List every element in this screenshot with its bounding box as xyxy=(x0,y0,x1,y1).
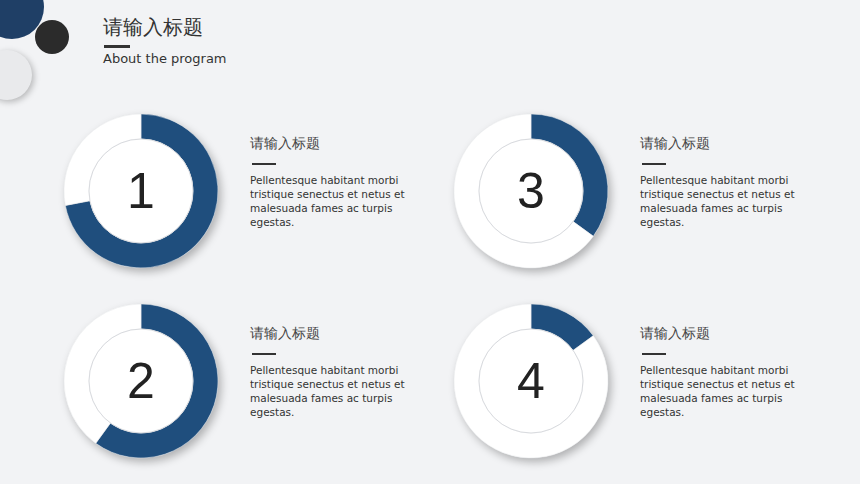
html-text:请输入标题: 请输入标题 xyxy=(640,325,710,341)
html-text:Pellentesque habitant morbi tr: Pellentesque habitant morbi tristique se… xyxy=(250,174,405,228)
html-text:About the program: About the program xyxy=(103,51,227,66)
html-text:请输入标题: 请输入标题 xyxy=(250,135,320,151)
html-text:Pellentesque habitant morbi tr: Pellentesque habitant morbi tristique se… xyxy=(640,174,795,228)
html-text:Pellentesque habitant morbi tr: Pellentesque habitant morbi tristique se… xyxy=(250,364,405,418)
svg-text:3: 3 xyxy=(517,163,545,219)
svg-text:1: 1 xyxy=(127,163,155,219)
svg-text:4: 4 xyxy=(517,353,545,409)
html-text:请输入标题: 请输入标题 xyxy=(103,15,203,39)
svg-text:2: 2 xyxy=(127,353,155,409)
html-text:请输入标题: 请输入标题 xyxy=(640,135,710,151)
html-text:Pellentesque habitant morbi tr: Pellentesque habitant morbi tristique se… xyxy=(640,364,795,418)
html-text:请输入标题: 请输入标题 xyxy=(250,325,320,341)
